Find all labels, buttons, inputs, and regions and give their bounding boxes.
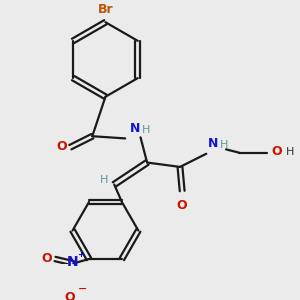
Text: H: H bbox=[100, 175, 109, 185]
Text: N: N bbox=[207, 137, 218, 151]
Text: H: H bbox=[286, 147, 295, 157]
Text: O: O bbox=[271, 145, 282, 158]
Text: N: N bbox=[67, 255, 78, 269]
Text: +: + bbox=[77, 250, 84, 259]
Text: O: O bbox=[56, 140, 67, 153]
Text: H: H bbox=[219, 140, 228, 151]
Text: −: − bbox=[78, 284, 87, 294]
Text: Br: Br bbox=[98, 3, 113, 16]
Text: O: O bbox=[177, 199, 188, 212]
Text: O: O bbox=[41, 253, 52, 266]
Text: H: H bbox=[142, 125, 150, 135]
Text: O: O bbox=[64, 291, 75, 300]
Text: N: N bbox=[130, 122, 140, 135]
